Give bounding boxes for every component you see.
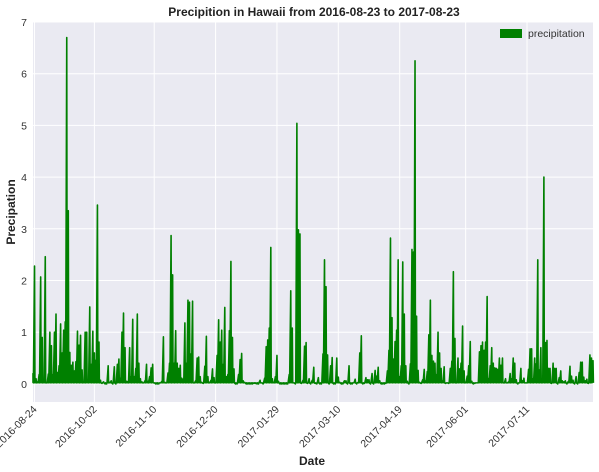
legend-label: precipitation bbox=[528, 28, 585, 40]
chart-title: Precipition in Hawaii from 2016-08-23 to… bbox=[168, 5, 460, 19]
y-tick-label: 4 bbox=[21, 172, 27, 184]
x-axis-ticks: 2016-08-24 2016-10-02 2016-11-10 2016-12-20… bbox=[0, 404, 532, 451]
x-axis-label: Date bbox=[299, 454, 325, 468]
x-tick-label: 2016-12-20 bbox=[174, 404, 221, 451]
y-tick-label: 6 bbox=[21, 69, 27, 81]
plot-area bbox=[33, 22, 593, 402]
grid-lines bbox=[33, 21, 593, 402]
y-axis-label: Precipation bbox=[4, 179, 18, 244]
x-tick-label: 2016-08-24 bbox=[0, 404, 40, 451]
y-tick-label: 2 bbox=[21, 276, 27, 288]
x-tick-label: 2016-10-02 bbox=[53, 404, 100, 451]
x-tick-label: 2017-01-29 bbox=[236, 404, 283, 451]
precipitation-series-line bbox=[32, 36, 595, 385]
x-tick-label: 2017-07-11 bbox=[486, 404, 532, 450]
y-tick-label: 0 bbox=[21, 379, 27, 391]
y-axis-ticks: 0 1 2 3 4 5 6 7 bbox=[21, 17, 27, 391]
x-tick-label: 2017-06-01 bbox=[424, 404, 471, 451]
y-tick-label: 1 bbox=[21, 327, 27, 339]
y-tick-label: 5 bbox=[21, 120, 27, 132]
legend-swatch bbox=[500, 29, 522, 38]
legend: precipitation bbox=[500, 28, 585, 40]
x-tick-label: 2016-11-10 bbox=[113, 404, 159, 450]
x-tick-label: 2017-03-10 bbox=[297, 404, 344, 451]
y-tick-label: 7 bbox=[21, 17, 27, 29]
y-tick-label: 3 bbox=[21, 224, 27, 236]
x-tick-label: 2017-04-19 bbox=[358, 404, 405, 451]
